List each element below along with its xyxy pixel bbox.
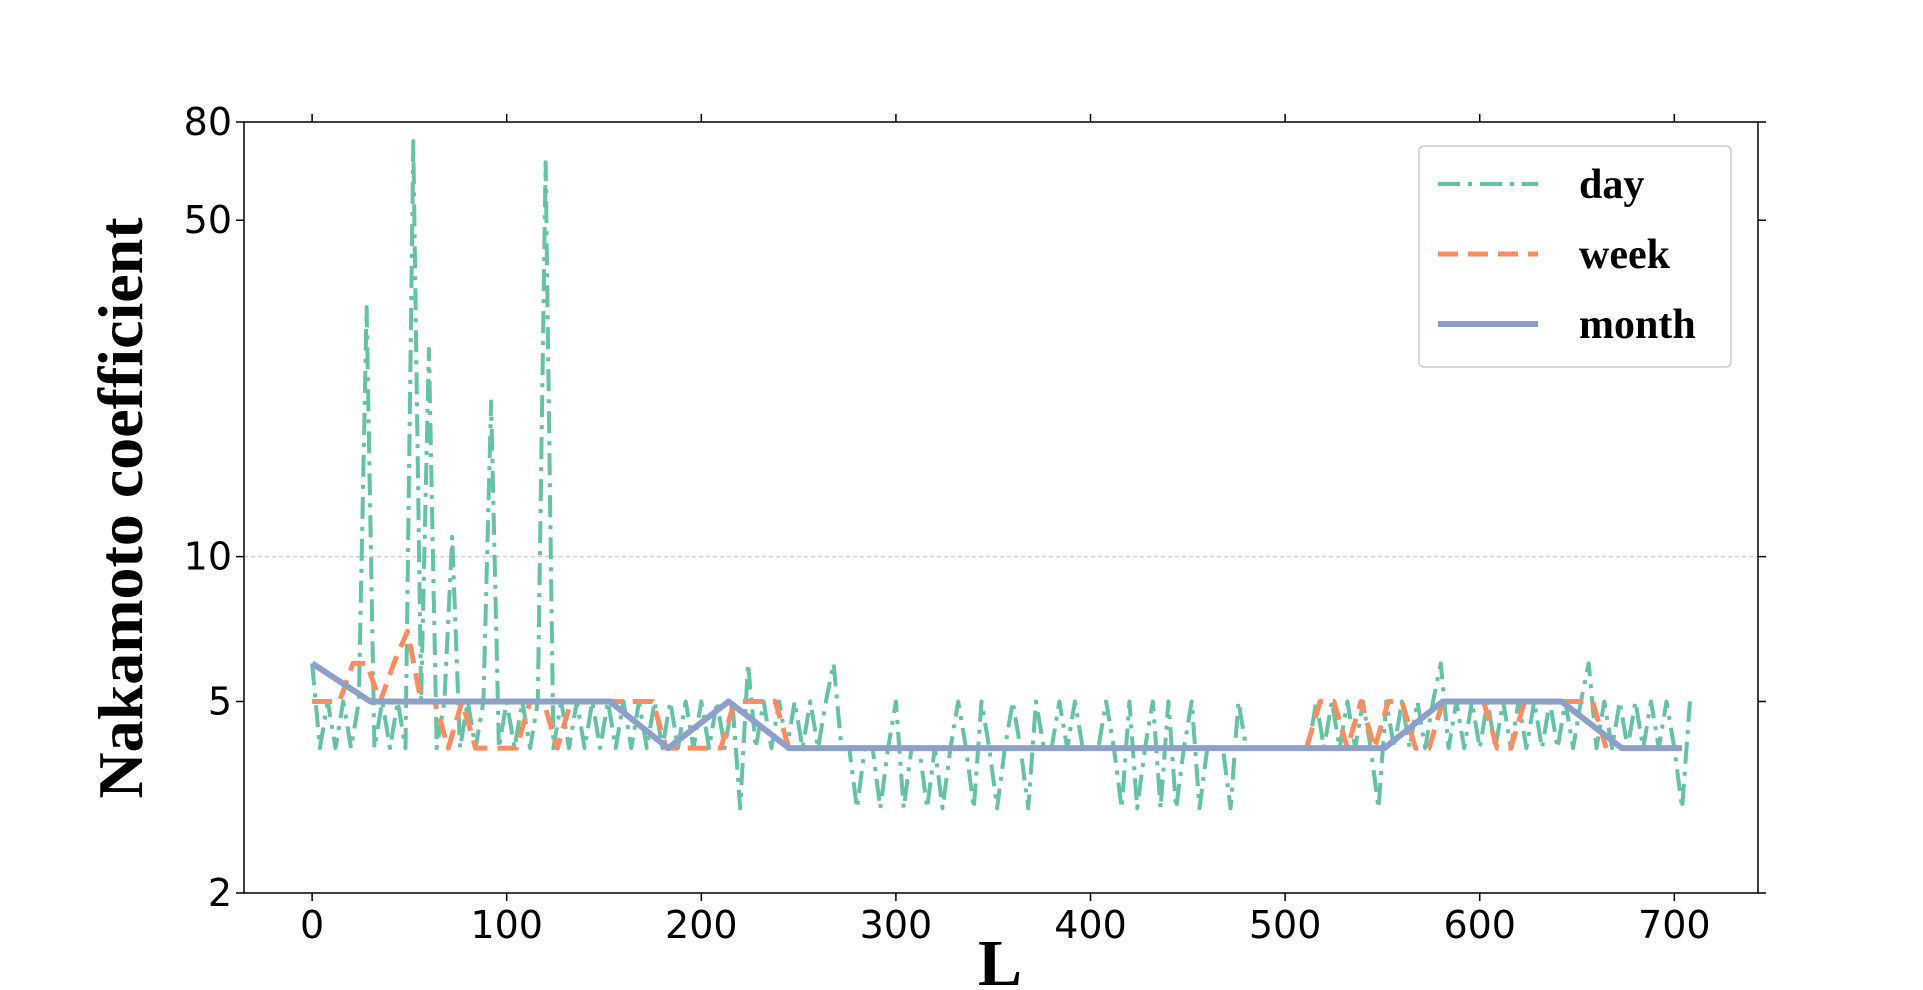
x-axis-label: L: [978, 927, 1022, 990]
legend-label: day: [1579, 162, 1644, 208]
x-tick-label: 100: [470, 903, 543, 947]
y-tick-label: 10: [184, 535, 232, 579]
legend-box: [1418, 145, 1732, 368]
x-tick-label: 500: [1249, 903, 1322, 947]
y-tick-label: 2: [208, 871, 232, 915]
y-tick-label: 50: [184, 198, 232, 242]
legend-label: week: [1579, 232, 1671, 278]
series-line: [310, 139, 1692, 811]
y-tick-label: 80: [184, 100, 232, 144]
legend-label: month: [1579, 302, 1696, 348]
x-tick-label: 600: [1443, 903, 1516, 947]
x-tick-label: 300: [860, 903, 933, 947]
legend: day week month: [1418, 145, 1732, 368]
y-tick-label: 5: [208, 679, 232, 723]
series-line: [310, 660, 1683, 752]
y-axis-label: Nakamoto coefficient: [85, 217, 156, 799]
plot-frame: [243, 121, 1759, 894]
x-tick-label: 400: [1054, 903, 1127, 947]
x-tick-label: 200: [665, 903, 738, 947]
x-tick-label: 0: [300, 903, 324, 947]
x-tick-label: 700: [1638, 903, 1711, 947]
